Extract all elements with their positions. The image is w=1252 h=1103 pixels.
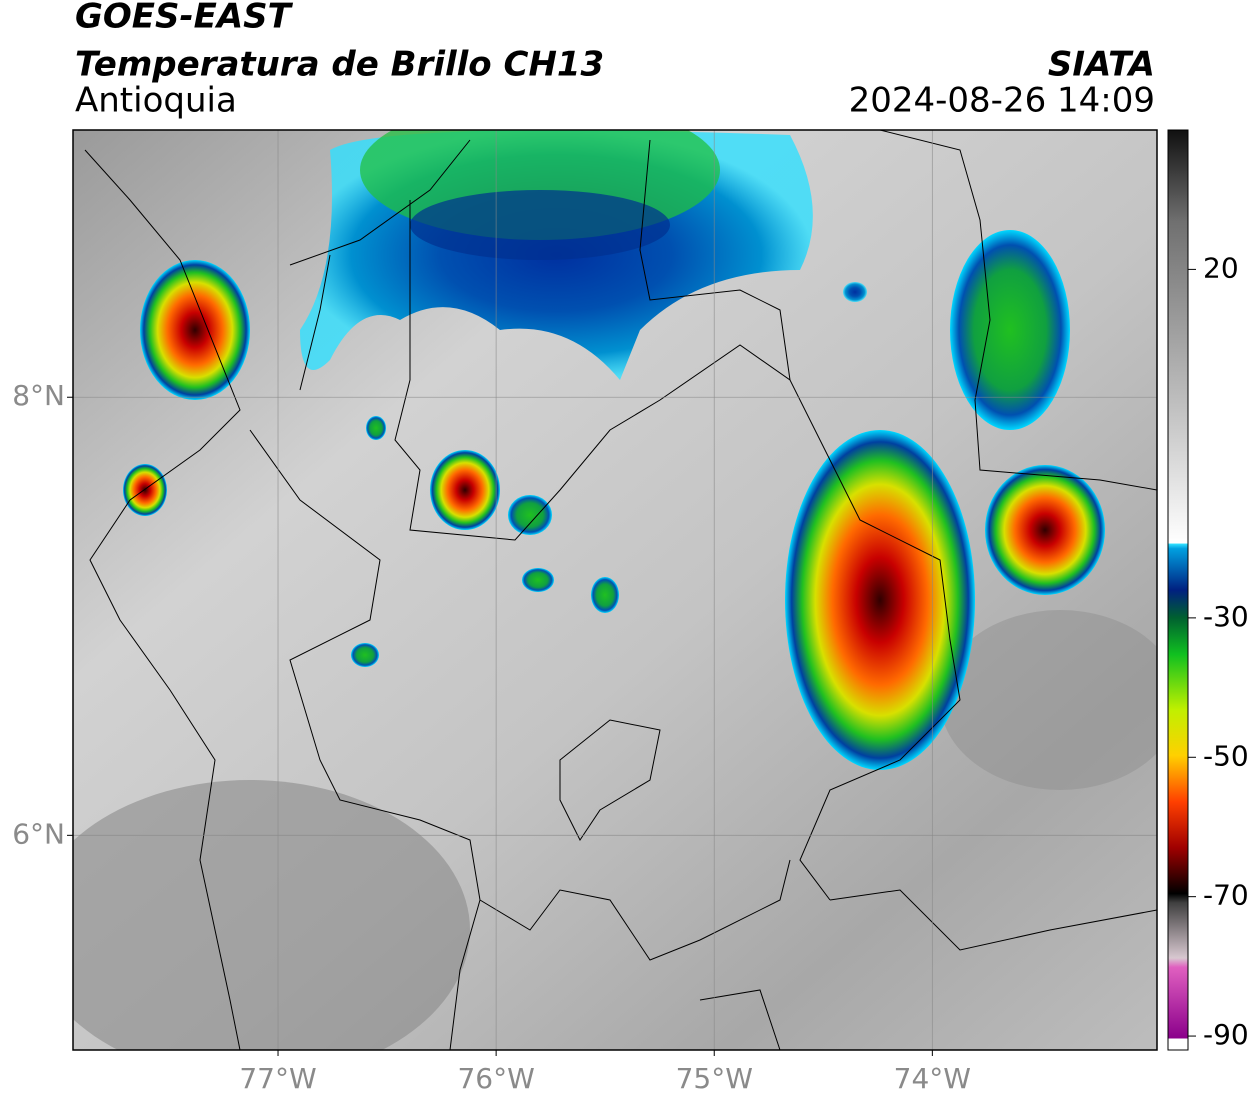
storm-cell (123, 464, 167, 516)
cloud-top (591, 577, 619, 613)
y-tick-label: 6°N (12, 817, 65, 850)
cloud-top (410, 190, 670, 260)
storm-cell (785, 430, 975, 770)
title: GOES-EAST (75, 0, 294, 37)
x-tick-label: 74°W (894, 1062, 971, 1095)
cloud-top (522, 568, 554, 592)
storm-cell (140, 260, 250, 400)
colorbar (1167, 129, 1189, 1051)
cloud-top (950, 230, 1070, 430)
colorbar-tick-label: 20 (1203, 251, 1239, 284)
datetime: 2024-08-26 14:09 (849, 81, 1155, 121)
map-image (73, 130, 1157, 1050)
region: Antioquia (75, 81, 237, 121)
source: SIATA (1048, 45, 1155, 85)
colorbar-tick-label: -90 (1203, 1018, 1249, 1051)
map-frame (72, 129, 1158, 1051)
cloud-top (843, 282, 867, 302)
border (639, 130, 1157, 1050)
x-tick-label: 77°W (239, 1062, 316, 1095)
subtitle: Temperatura de Brillo CH13 (75, 45, 604, 85)
coastline (84, 149, 241, 1050)
border (289, 139, 961, 901)
cloud-top (508, 495, 552, 535)
cloud-top (351, 643, 379, 667)
colorbar-tick-label: -30 (1203, 600, 1249, 633)
border (249, 429, 791, 1050)
cloud-top (366, 416, 386, 440)
colorbar-tick-label: -70 (1203, 879, 1249, 912)
y-tick-label: 8°N (12, 379, 65, 412)
grid (73, 130, 1157, 1050)
storm-cell (430, 450, 500, 530)
cloud-field (73, 780, 470, 1050)
storm-cell (985, 465, 1105, 595)
x-tick-label: 75°W (676, 1062, 753, 1095)
x-tick-label: 76°W (457, 1062, 534, 1095)
colorbar-tick-label: -50 (1203, 739, 1249, 772)
cloud-field (940, 610, 1157, 790)
